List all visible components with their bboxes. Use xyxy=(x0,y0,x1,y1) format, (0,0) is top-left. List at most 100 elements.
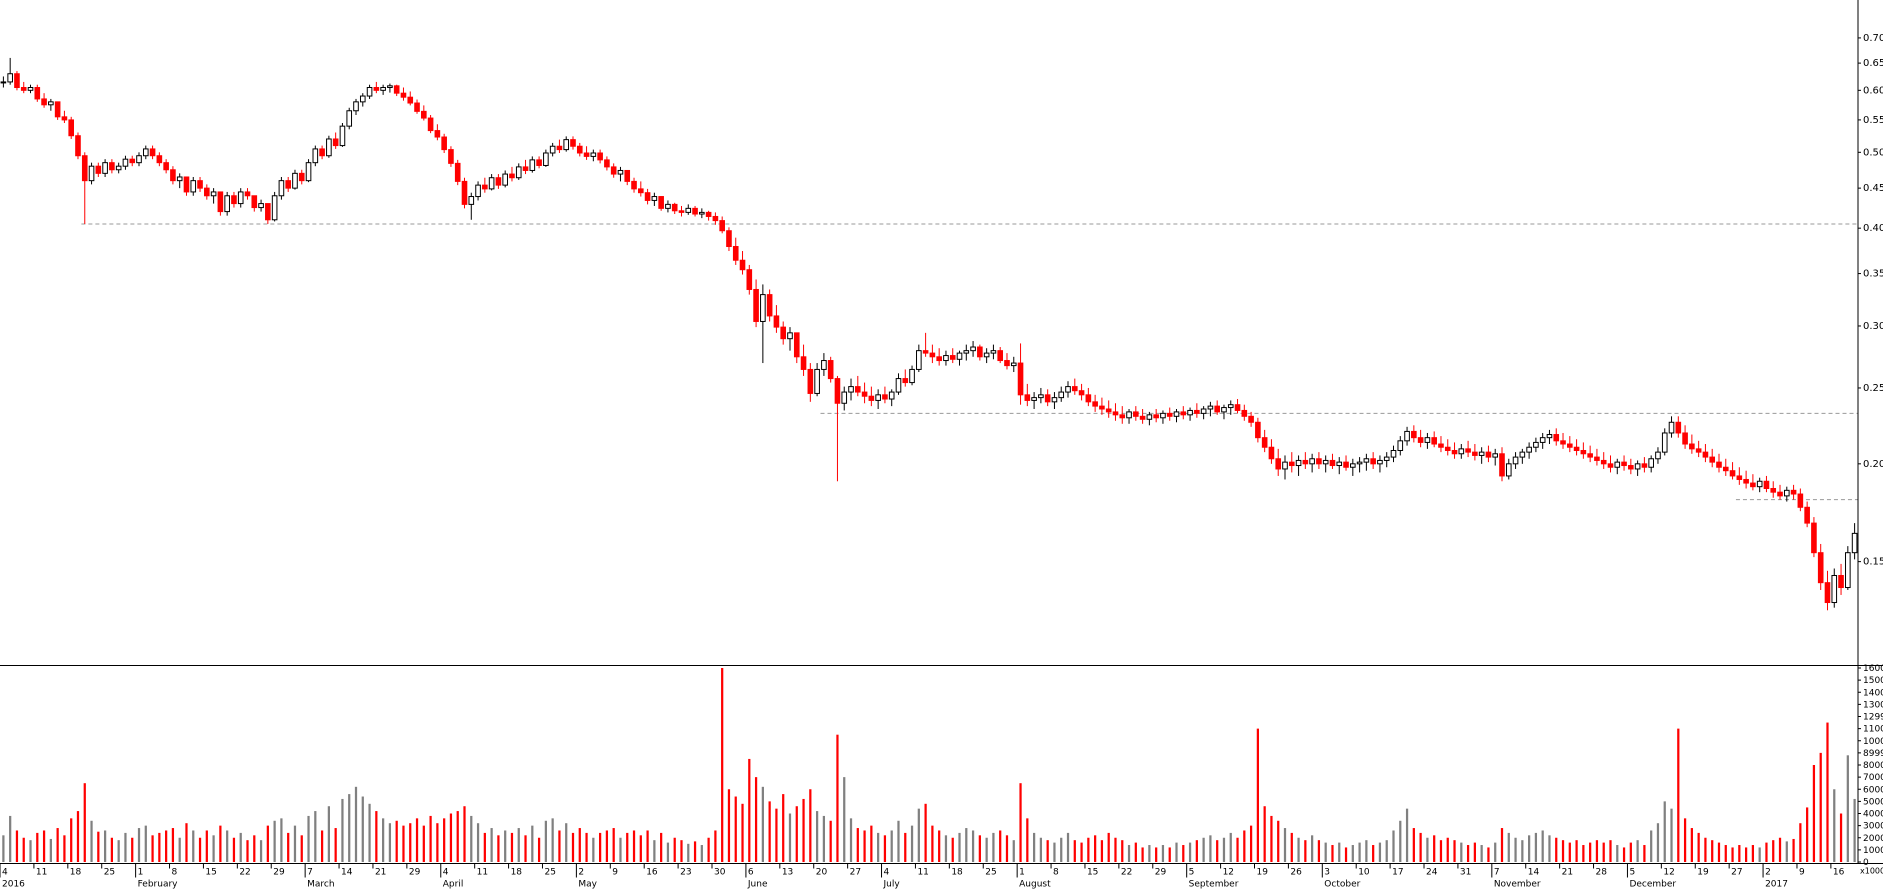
volume-bar xyxy=(1046,840,1049,862)
candle-body xyxy=(1817,552,1824,584)
volume-bar xyxy=(198,837,202,862)
volume-bar xyxy=(938,830,941,862)
candle-body xyxy=(149,148,156,157)
volume-bar xyxy=(15,830,19,862)
volume-bar xyxy=(551,818,554,862)
candle-body xyxy=(1268,446,1275,460)
candle-body xyxy=(1465,448,1471,453)
volume-bar xyxy=(320,830,324,862)
support-lines xyxy=(81,223,1858,501)
candle-body xyxy=(366,87,373,97)
candle-body xyxy=(1838,575,1844,589)
candle-body xyxy=(461,180,468,205)
candle-body xyxy=(760,294,766,322)
volume-bar xyxy=(1846,755,1849,862)
volume-bar xyxy=(56,828,59,862)
volume-tick-label: 8000 xyxy=(1863,761,1883,771)
candle-body xyxy=(1668,421,1675,434)
volume-bar xyxy=(666,842,670,862)
volume-bar xyxy=(97,831,100,862)
candle-body xyxy=(1282,461,1288,470)
volume-bar xyxy=(232,837,236,862)
x-tick-label: 21 xyxy=(1562,868,1573,878)
volume-bar xyxy=(1317,840,1321,862)
volume-bar xyxy=(748,758,751,862)
candle-body xyxy=(1207,405,1214,410)
volume-tick-label: 13000 xyxy=(1863,700,1883,710)
volume-bar xyxy=(1249,825,1253,862)
candle-body xyxy=(1756,480,1763,488)
candle-body xyxy=(583,152,590,157)
x-tick-label: 17 xyxy=(1392,868,1403,878)
volume-bar xyxy=(1616,845,1619,862)
x-tick-label: 26 xyxy=(1290,868,1302,878)
volume-bar xyxy=(443,818,446,862)
candle-body xyxy=(1648,458,1654,468)
candle-body xyxy=(1567,443,1573,448)
x-tick-label: 9 xyxy=(1799,868,1805,878)
volume-bar xyxy=(965,828,968,862)
candle-body xyxy=(170,169,176,182)
volume-bar xyxy=(931,825,934,862)
candle-body xyxy=(278,180,285,197)
candle-body xyxy=(841,391,848,404)
candle-body xyxy=(671,203,678,212)
candle-body xyxy=(454,162,461,182)
candle-body xyxy=(34,87,41,100)
x-tick-label: 22 xyxy=(1121,868,1132,878)
candle-body xyxy=(495,177,502,186)
x-tick-label: 29 xyxy=(409,868,421,878)
candle-body xyxy=(224,195,230,213)
candle-body xyxy=(1085,394,1092,403)
candle-body xyxy=(1431,437,1437,445)
x-tick-label: 11 xyxy=(917,868,928,878)
volume-bar xyxy=(1087,837,1090,862)
candle-body xyxy=(1411,430,1417,439)
candle-body xyxy=(549,145,556,154)
price-tick-label: 0.35 xyxy=(1863,269,1883,280)
month-label: September xyxy=(1189,880,1239,889)
candle-body xyxy=(1811,522,1817,554)
candle-body xyxy=(678,210,685,213)
price-tick-label: 0.50 xyxy=(1863,147,1883,158)
volume-bar xyxy=(1466,845,1470,862)
volume-bar xyxy=(1134,842,1137,862)
candle-body xyxy=(665,203,671,209)
x-tick-label: 11 xyxy=(477,868,488,878)
volume-bar xyxy=(36,832,39,862)
candle-body xyxy=(1356,461,1363,465)
candle-body xyxy=(1160,412,1166,419)
volume-bar xyxy=(1541,830,1544,862)
volume-bar xyxy=(1704,837,1707,862)
candle-body xyxy=(1275,458,1282,470)
volume-bar xyxy=(361,796,364,862)
volume-bar xyxy=(1148,845,1151,862)
volume-bar xyxy=(415,818,419,862)
volume-bar xyxy=(599,832,602,862)
candle-body xyxy=(1024,394,1031,401)
volume-bar xyxy=(1304,840,1307,862)
candle-body xyxy=(1424,437,1431,443)
price-tick-label: 0.55 xyxy=(1863,115,1883,126)
candle-body xyxy=(1851,532,1858,554)
volume-bar xyxy=(314,811,317,862)
x-tick-label: 14 xyxy=(341,868,353,878)
volume-bar xyxy=(1372,845,1375,862)
volume-bar xyxy=(883,835,887,862)
candle-body xyxy=(183,176,190,193)
candle-body xyxy=(807,368,814,394)
volume-bar xyxy=(910,825,914,862)
candle-body xyxy=(237,191,244,205)
candle-body xyxy=(1594,456,1600,461)
candle-body xyxy=(1729,470,1736,477)
price-tick-label: 0.30 xyxy=(1863,321,1883,332)
x-tick-label: 25 xyxy=(544,868,555,878)
volume-bar xyxy=(1487,847,1490,862)
volume-bar xyxy=(124,832,127,862)
candle-body xyxy=(800,356,807,370)
candle-body xyxy=(1689,443,1695,450)
candle-body xyxy=(773,315,780,328)
volume-bar xyxy=(402,825,405,862)
candle-body xyxy=(298,172,305,182)
volume-bar xyxy=(849,818,853,862)
